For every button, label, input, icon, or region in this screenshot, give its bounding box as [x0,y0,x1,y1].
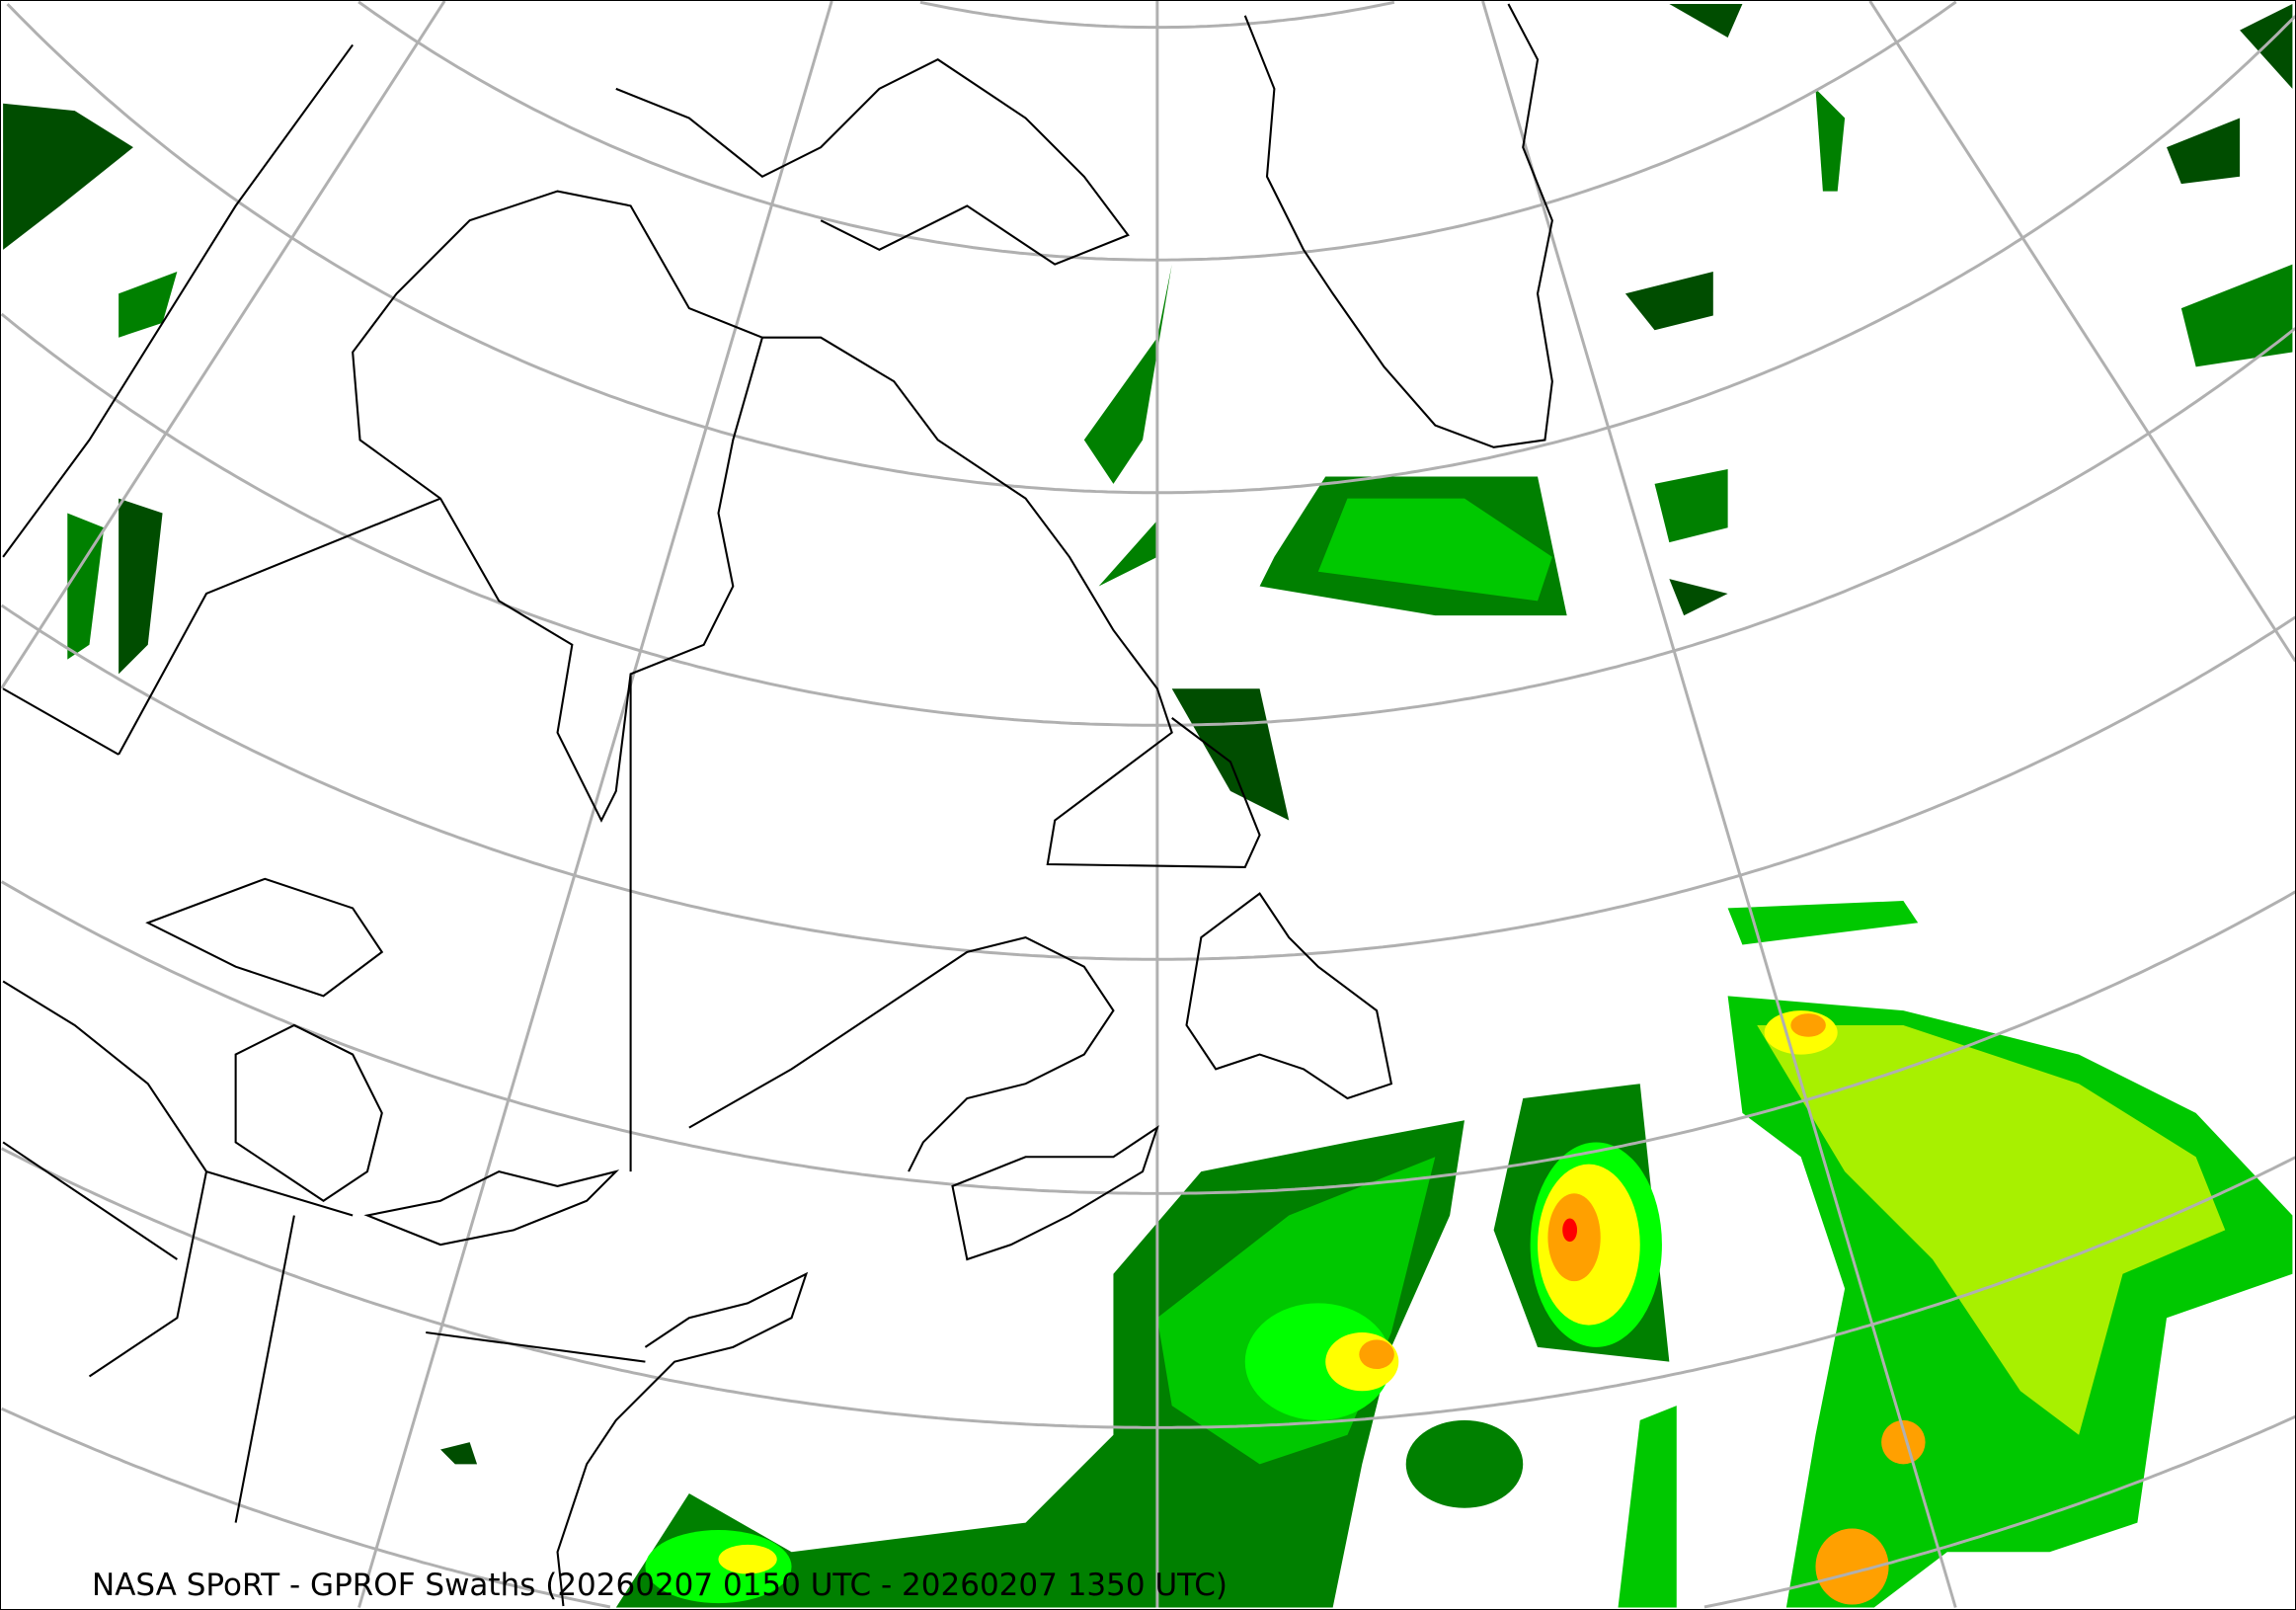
newfoundland-coast [1185,892,1393,1100]
us-east-coast [556,1271,809,1607]
precip-area [1171,688,1290,821]
longitude-line [1868,1,2295,663]
precip-area [440,1442,478,1465]
greenland-coast [1243,3,1553,448]
precip-area [1098,520,1157,587]
precipitation-layer [3,3,2293,1608]
precip-area [2180,264,2293,367]
precip-area [67,513,105,660]
longitude-line [1481,1,1957,1608]
precip-cell [718,1544,777,1574]
quebec-south-coast [688,935,1115,1172]
latitude-line [1,880,2295,1195]
precip-area [1083,264,1172,484]
precip-area [1654,469,1728,543]
longitude-line [357,1,833,1608]
labrador-coast [761,336,1261,869]
nova-scotia-coast [951,1125,1159,1261]
latitude-line [6,3,2295,495]
precip-area [119,498,163,675]
precip-area [1757,1024,2226,1435]
great-lakes [145,877,620,1247]
precip-area [3,103,133,250]
latitude-line [1703,1414,2295,1609]
precip-area [1727,901,1919,945]
precip-cell [1815,1528,1889,1605]
precip-area [1669,3,1743,39]
hudson-bay-coast [352,190,764,823]
longitude-line [1,1,446,689]
baffin-coast [615,58,1130,266]
latitude-line [1,604,2295,961]
latitude-line [1,1407,611,1609]
coastline-layer [2,3,1553,1607]
precip-cell [1244,1303,1391,1420]
precip-area [1669,579,1728,616]
precip-area [2167,118,2241,185]
precip-cell [1405,1419,1524,1508]
precip-area [1815,88,1846,192]
precip-cell [1562,1218,1578,1243]
state-borders [2,43,646,1523]
precip-cell [1881,1419,1926,1465]
precip-area [615,1120,1465,1608]
precip-cell [1790,1013,1826,1037]
precip-area [1618,1406,1677,1608]
precip-area [1317,498,1552,602]
map-title: NASA SPoRT - GPROF Swaths (20260207 0150… [92,1568,1227,1603]
precip-area [1624,272,1713,331]
latitude-line [1,1147,2295,1429]
latitude-line [1,312,2295,727]
precip-cell [1359,1339,1394,1370]
precip-area [119,272,178,338]
